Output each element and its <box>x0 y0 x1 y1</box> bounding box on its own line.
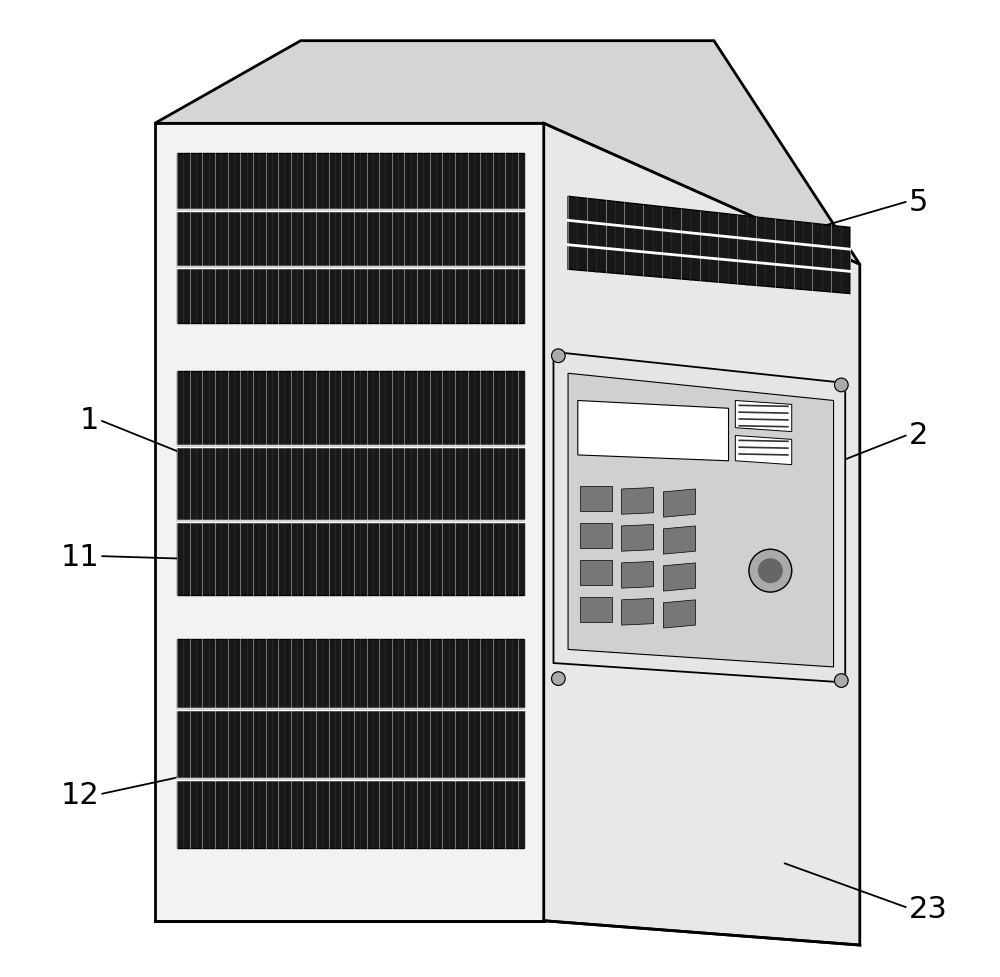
Text: 1: 1 <box>80 406 99 435</box>
Circle shape <box>552 350 565 363</box>
Polygon shape <box>177 153 524 323</box>
Polygon shape <box>735 402 792 432</box>
Circle shape <box>749 550 792 592</box>
Polygon shape <box>663 564 695 591</box>
Circle shape <box>835 674 848 688</box>
Polygon shape <box>553 353 845 683</box>
Polygon shape <box>580 561 612 585</box>
Polygon shape <box>580 487 612 512</box>
Circle shape <box>759 559 782 583</box>
Polygon shape <box>580 524 612 549</box>
Polygon shape <box>663 600 695 628</box>
Polygon shape <box>735 436 792 465</box>
Polygon shape <box>578 402 729 461</box>
Circle shape <box>835 379 848 393</box>
Text: 11: 11 <box>61 542 99 571</box>
Polygon shape <box>155 42 860 265</box>
Circle shape <box>552 672 565 686</box>
Polygon shape <box>568 374 834 667</box>
Polygon shape <box>663 527 695 555</box>
Polygon shape <box>622 525 654 552</box>
Polygon shape <box>622 599 654 625</box>
Polygon shape <box>568 197 850 294</box>
Polygon shape <box>663 489 695 518</box>
Polygon shape <box>622 562 654 588</box>
Text: 12: 12 <box>61 780 99 809</box>
Text: 23: 23 <box>908 894 947 922</box>
Polygon shape <box>622 488 654 515</box>
Polygon shape <box>544 124 860 945</box>
Polygon shape <box>177 639 524 848</box>
Text: 2: 2 <box>908 420 928 449</box>
Polygon shape <box>177 372 524 595</box>
Polygon shape <box>580 597 612 622</box>
Polygon shape <box>155 124 544 920</box>
Text: 5: 5 <box>908 188 928 217</box>
